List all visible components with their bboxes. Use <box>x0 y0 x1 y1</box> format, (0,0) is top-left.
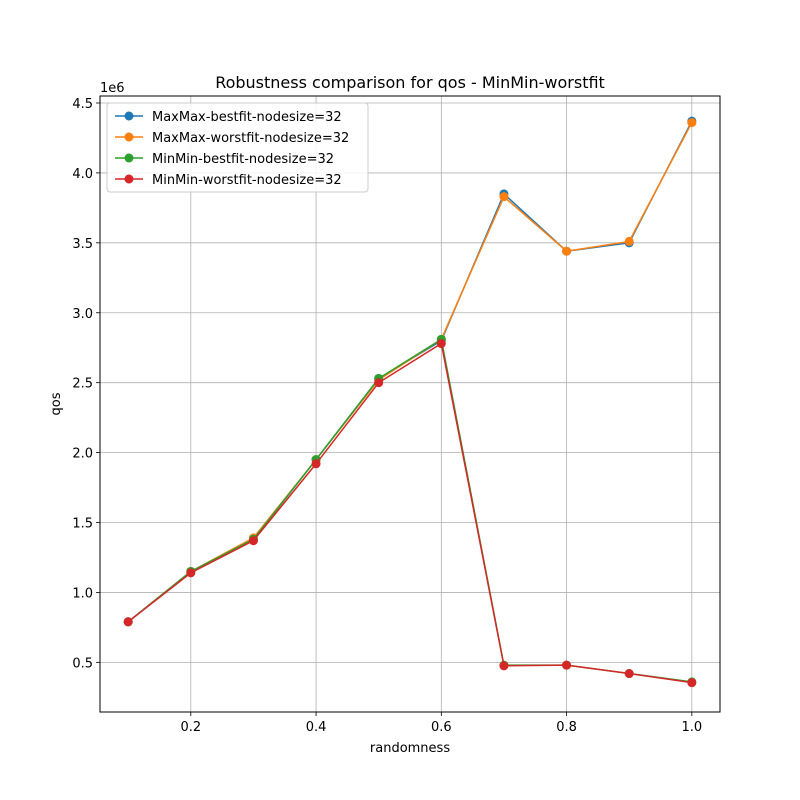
data-point <box>374 378 384 388</box>
y-tick-label: 2.5 <box>72 377 93 392</box>
plot-area-frame <box>99 95 721 713</box>
data-point <box>499 661 509 671</box>
chart-title: Robustness comparison for qos - MinMin-w… <box>215 73 605 92</box>
data-point <box>311 459 321 469</box>
legend-item: MaxMax-bestfit-nodesize=32 <box>115 110 342 125</box>
series-3 <box>123 334 697 687</box>
y-axis-label: qos <box>49 392 64 415</box>
series-layer <box>123 116 697 688</box>
series-2 <box>123 118 697 627</box>
legend-item: MinMin-worstfit-nodesize=32 <box>115 173 342 188</box>
legend-label: MinMin-bestfit-nodesize=32 <box>152 152 334 167</box>
data-point <box>186 568 196 578</box>
y-tick-label: 0.5 <box>72 656 93 671</box>
x-tick-label: 0.4 <box>306 720 327 735</box>
series-line <box>127 338 692 683</box>
data-point <box>248 536 258 546</box>
x-axis-ticks: 0.2 0.4 0.6 0.8 1.0 <box>180 712 702 735</box>
data-point <box>562 660 572 670</box>
data-point <box>562 246 572 256</box>
data-point <box>436 339 446 349</box>
data-point <box>624 669 634 679</box>
legend-label: MaxMax-worstfit-nodesize=32 <box>152 131 349 146</box>
data-point <box>687 118 697 128</box>
x-tick-label: 0.2 <box>180 720 201 735</box>
data-point <box>499 192 509 202</box>
grid <box>100 96 720 712</box>
legend-swatch-marker <box>124 132 134 142</box>
y-tick-label: 3.0 <box>72 307 93 322</box>
data-point <box>624 236 634 246</box>
y-tick-label: 2.0 <box>72 447 93 462</box>
legend-swatch-marker <box>124 174 134 184</box>
y-tick-label: 3.5 <box>72 237 93 252</box>
legend-label: MinMin-worstfit-nodesize=32 <box>152 173 342 188</box>
x-axis-label: randomness <box>370 741 450 756</box>
legend: MaxMax-bestfit-nodesize=32 MaxMax-worstfi… <box>106 102 369 193</box>
x-tick-label: 1.0 <box>681 720 702 735</box>
y-axis-offset-label: 1e6 <box>100 81 125 96</box>
y-tick-label: 1.0 <box>72 586 93 601</box>
series-line <box>127 120 693 623</box>
series-line <box>127 342 692 684</box>
y-tick-label: 4.5 <box>72 97 93 112</box>
data-point <box>687 678 697 688</box>
legend-item: MinMin-bestfit-nodesize=32 <box>115 152 334 167</box>
y-tick-label: 1.5 <box>72 517 93 532</box>
series-1 <box>123 116 697 627</box>
data-point <box>123 617 133 627</box>
series-line <box>127 122 693 623</box>
y-axis-ticks: 0.5 1.0 1.5 2.0 2.5 3.0 3.5 4.0 4.5 <box>72 97 100 671</box>
y-tick-label: 4.0 <box>72 167 93 182</box>
legend-swatch-marker <box>124 111 134 121</box>
legend-label: MaxMax-bestfit-nodesize=32 <box>152 110 342 125</box>
legend-swatch-marker <box>124 153 134 163</box>
x-tick-label: 0.8 <box>556 720 577 735</box>
legend-item: MaxMax-worstfit-nodesize=32 <box>115 131 349 146</box>
series-4 <box>123 339 697 688</box>
x-tick-label: 0.6 <box>431 720 452 735</box>
legend-box <box>106 102 369 193</box>
